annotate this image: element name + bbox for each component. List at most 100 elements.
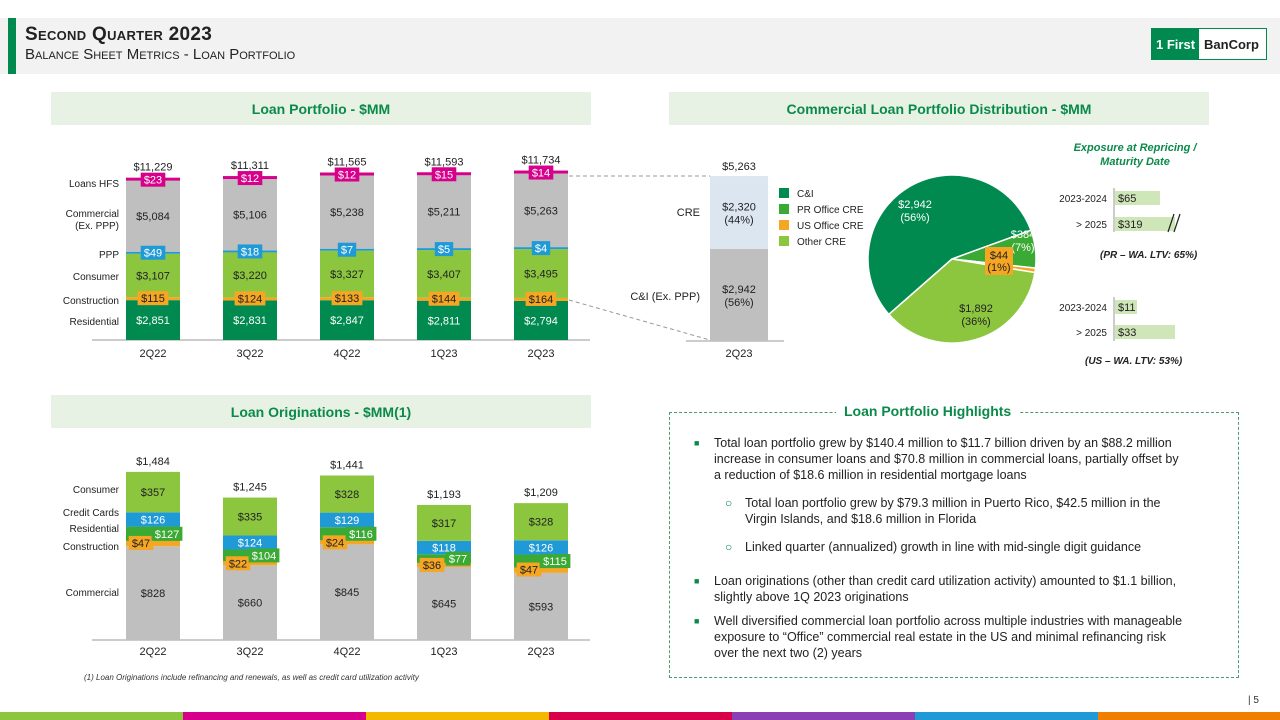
bar-commercial-ex-ppp--3q22 [223, 179, 277, 251]
obar-credit-cards-2q23 [514, 540, 568, 555]
label-construction-1q23: $144 [432, 294, 456, 306]
bar-cre-2q23 [710, 176, 768, 249]
footer-stripe-red [549, 712, 732, 720]
label-residential-2q23: $2,794 [524, 315, 558, 327]
label-hfs-4q22-badge [334, 167, 360, 182]
olabel-residential-3q22: $104 [252, 550, 276, 562]
olabel-construction-2q22-badge [128, 535, 154, 550]
obar-commercial-3q22 [223, 565, 277, 640]
obar-credit-cards-4q22 [320, 512, 374, 528]
olabel-residential-1q23: $77 [449, 554, 467, 566]
olabel-commercial-3q22: $660 [238, 598, 262, 610]
bar-residential-3q22 [223, 300, 277, 340]
label-hfs-1q23: $15 [435, 169, 453, 181]
tick-2q23: 2Q23 [528, 348, 555, 360]
label-commercial-4q22: $5,238 [330, 207, 364, 219]
header-band [0, 18, 1280, 74]
legend-swatch-2 [779, 220, 789, 230]
label-construction-4q22: $133 [335, 293, 359, 305]
orow-label-4: Commercial [66, 588, 119, 599]
olabel-consumer-1q23: $317 [432, 518, 456, 530]
commercial-tick: 2Q23 [726, 348, 753, 360]
exposure-value-us-1: $33 [1118, 327, 1136, 339]
legend-swatch-0 [779, 188, 789, 198]
exposure-label-pr-0: 2023-2024 [1059, 194, 1107, 205]
obar-credit-cards-2q22 [126, 512, 180, 527]
bullet-square-icon: ■ [694, 576, 700, 586]
bar-residential-1q23 [417, 300, 471, 340]
label-cre-pct: (44%) [724, 214, 753, 226]
label-commercial-2q22: $5,084 [136, 211, 170, 223]
label-construction-2q23-badge [525, 291, 557, 306]
row-label-ci: C&I (Ex. PPP) [630, 291, 700, 303]
olabel-commercial-2q23: $593 [529, 601, 553, 613]
label-residential-3q22: $2,831 [233, 315, 267, 327]
exposure-label-pr-1: > 2025 [1076, 220, 1107, 231]
orow-label-1: Credit Cards [63, 508, 119, 519]
obar-consumer-2q23 [514, 503, 568, 541]
label-hfs-2q22-badge [140, 172, 166, 187]
row-label-cre: CRE [677, 207, 700, 219]
bar-consumer-1q23 [417, 250, 471, 298]
tick-2q22: 2Q22 [140, 348, 167, 360]
highlight-sub-2: ○ Linked quarter (annualized) growth in l… [725, 539, 1187, 555]
label-construction-3q22: $124 [238, 293, 262, 305]
obar-consumer-2q22 [126, 471, 180, 513]
olabel-consumer-4q22: $328 [335, 489, 359, 501]
exposure-bar-us-0 [1115, 300, 1137, 314]
row-label-6: Residential [70, 317, 119, 328]
bar-commercial-ex-ppp--2q22 [126, 180, 180, 252]
ototal-1q23: $1,193 [427, 489, 461, 501]
row-label-4: Consumer [73, 272, 120, 283]
commercial-total: $5,263 [722, 161, 756, 173]
row-label-1: Commercial [66, 209, 119, 220]
label-ppp-3q22-badge [237, 244, 263, 259]
total-2q22: $11,229 [134, 162, 173, 174]
pie-label-us-pct: (1%) [987, 262, 1010, 274]
label-residential-2q22: $2,851 [136, 315, 170, 327]
legend-swatch-3 [779, 236, 789, 246]
bar-consumer-3q22 [223, 252, 277, 298]
obar-credit-cards-1q23 [417, 540, 471, 555]
pie-label-ci-value: $2,942 [898, 199, 932, 211]
row-label-3: PPP [99, 250, 119, 261]
olabel-commercial-1q23: $645 [432, 598, 456, 610]
label-residential-1q23: $2,811 [428, 315, 461, 327]
label-ppp-1q23: $5 [438, 244, 450, 256]
label-hfs-2q23: $14 [532, 168, 550, 180]
exposure-value-pr-0: $65 [1118, 193, 1136, 205]
highlight-sub-text-2: Linked quarter (annualized) growth in li… [745, 540, 1142, 554]
obar-credit-cards-3q22 [223, 535, 277, 550]
legend-label-2: US Office CRE [797, 221, 864, 232]
loan-portfolio-heading: Loan Portfolio - $MM [51, 92, 591, 125]
bar-ci-2q23 [710, 248, 768, 341]
label-consumer-3q22: $3,220 [233, 270, 267, 282]
label-hfs-2q22: $23 [144, 175, 162, 187]
pie-slice-c-i [867, 174, 1032, 316]
total-2q23: $11,734 [522, 155, 561, 167]
exposure-title: Exposure at Repricing / Maturity Date [1073, 142, 1197, 168]
row-label-5: Construction [63, 296, 119, 307]
tick-4q22: 4Q22 [334, 348, 361, 360]
exposure-bar-pr-0 [1115, 191, 1160, 205]
bullet-circle-icon: ○ [725, 496, 733, 510]
olabel-residential-2q22-badge [151, 526, 183, 541]
label-construction-3q22-badge [234, 291, 266, 306]
orow-label-3: Construction [63, 542, 119, 553]
olabel-cards-4q22: $129 [335, 515, 359, 527]
bar-consumer-2q22 [126, 253, 180, 298]
olabel-consumer-3q22: $335 [238, 512, 262, 524]
bar-commercial-ex-ppp--4q22 [320, 175, 374, 249]
olabel-cards-2q22: $126 [141, 514, 165, 526]
label-hfs-3q22: $12 [241, 173, 259, 185]
footer-stripe-yellow [366, 712, 549, 720]
label-ppp-4q22-badge [337, 242, 357, 257]
bar-commercial-ex-ppp--1q23 [417, 175, 471, 249]
exposure-value-us-0: $11 [1118, 302, 1136, 314]
pie-label-ci-pct: (56%) [900, 212, 929, 224]
highlight-bullet-2: ■ Loan originations (other than credit ca… [694, 573, 1186, 605]
label-ppp-2q22: $49 [144, 248, 162, 260]
olabel-residential-4q22-badge [345, 526, 377, 541]
footer-stripe-blue [915, 712, 1098, 720]
label-hfs-2q23-badge [528, 165, 554, 180]
